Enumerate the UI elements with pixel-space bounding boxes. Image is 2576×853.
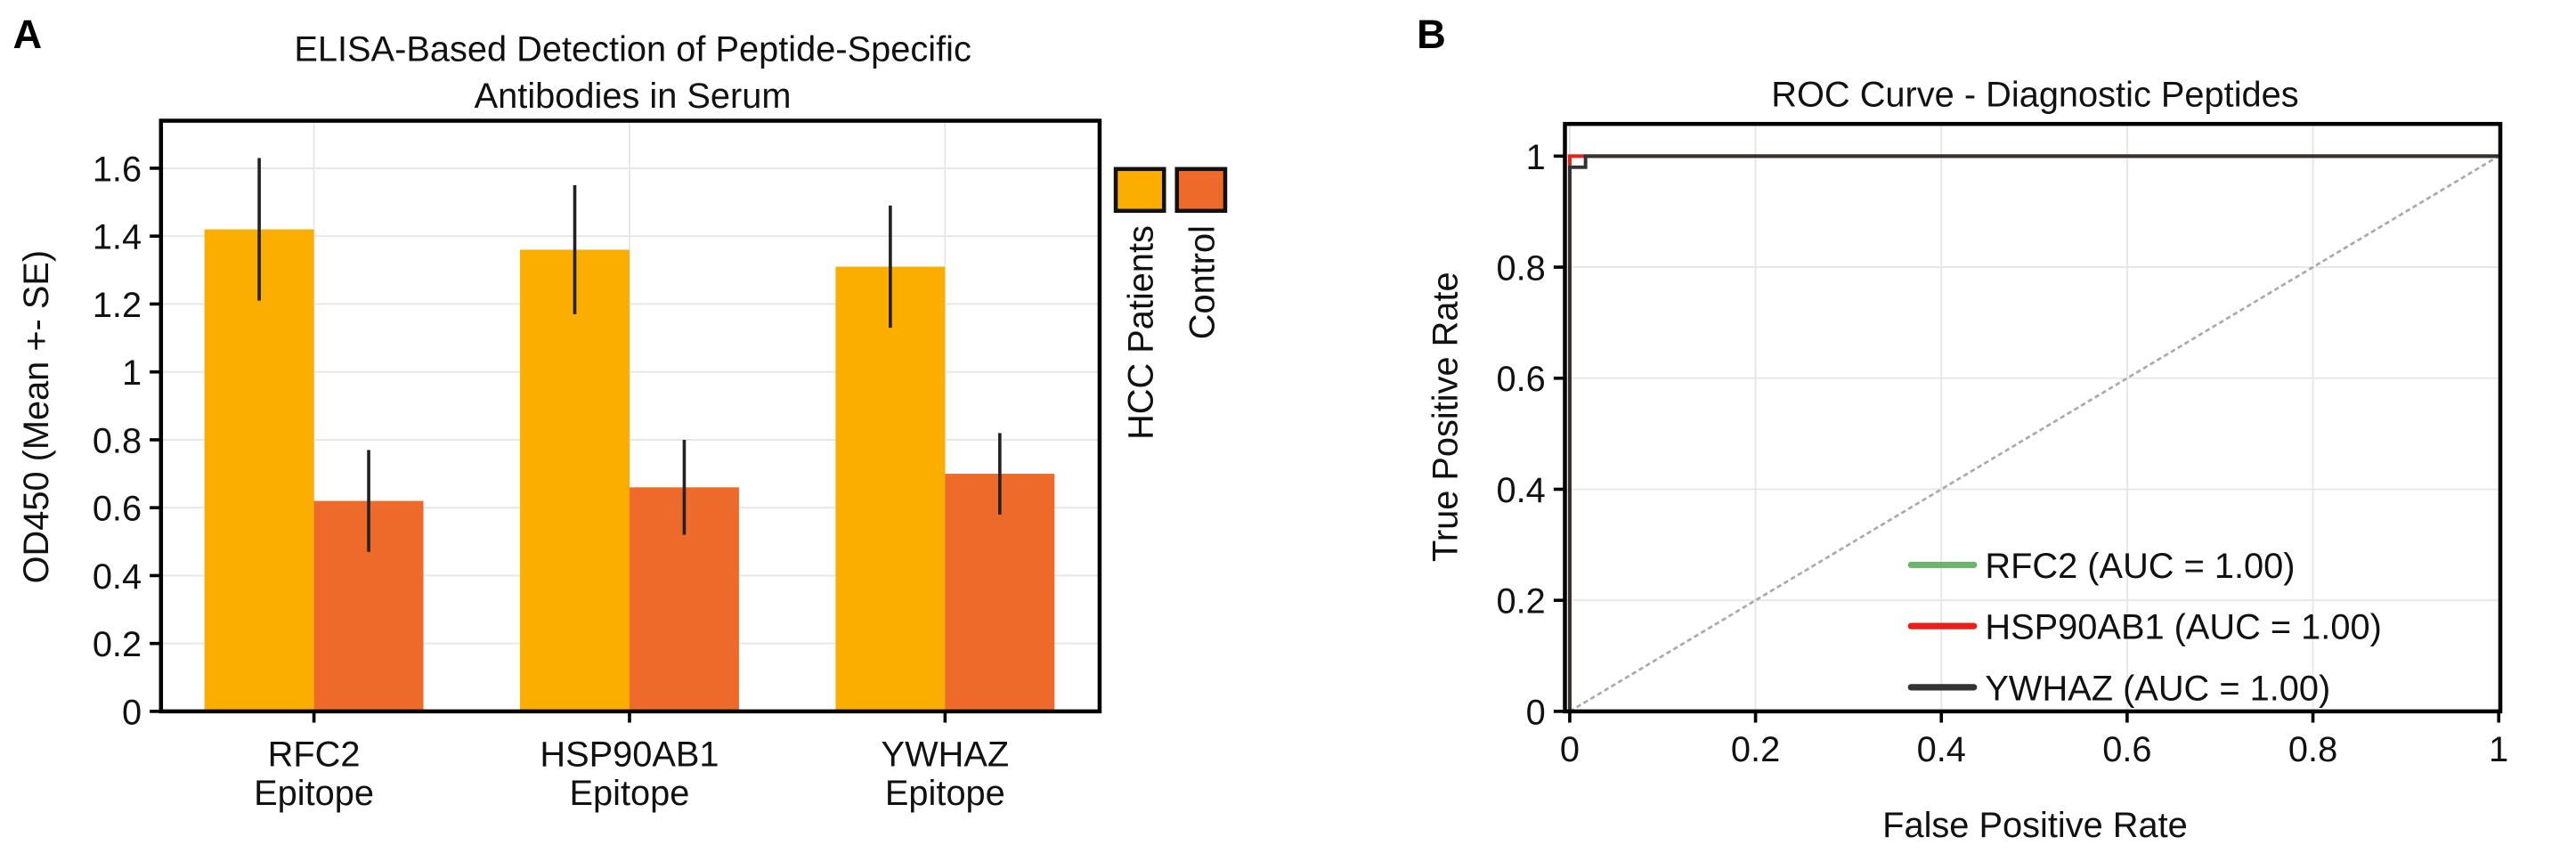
x-tick-label: 0.6 [2102, 730, 2151, 769]
panel-b-title: ROC Curve - Diagnostic Peptides [1771, 75, 2298, 114]
y-tick-label: 0 [122, 693, 142, 732]
y-tick-label: 0.4 [93, 557, 142, 597]
y-tick-label: 1.2 [93, 286, 142, 325]
y-tick-label: 1 [122, 353, 142, 393]
legend-swatch [1174, 167, 1228, 214]
panel-a-title-line-2: Antibodies in Serum [475, 77, 792, 116]
bar-hcc-patients [204, 229, 314, 711]
y-tick-label: 0.2 [93, 625, 142, 664]
x-tick-label: 0.8 [2288, 730, 2337, 769]
panel-b-roc-chart: B ROC Curve - Diagnostic Peptides False … [1417, 12, 2508, 845]
panel-b-x-axis-label: False Positive Rate [1882, 806, 2188, 845]
legend-label: RFC2 (AUC = 1.00) [1985, 547, 2295, 586]
legend-label: HCC Patients [1122, 225, 1161, 440]
roc-line-ywhaz [1567, 154, 2499, 711]
legend-label: HSP90AB1 (AUC = 1.00) [1985, 608, 2381, 647]
y-tick-label: 0.6 [93, 490, 142, 529]
x-tick-label: 1 [2489, 730, 2508, 769]
x-tick-label: 0.4 [1917, 730, 1966, 769]
x-tick-label: YWHAZ [882, 735, 1010, 774]
y-tick-label: 0 [1526, 693, 1546, 732]
x-tick-label: Epitope [885, 774, 1005, 813]
x-tick-label: Epitope [254, 774, 374, 813]
x-tick-label: 0 [1560, 730, 1580, 769]
legend-label: YWHAZ (AUC = 1.00) [1985, 669, 2330, 708]
bar-hcc-patients [520, 249, 630, 711]
x-tick-label: 0.2 [1731, 730, 1780, 769]
x-tick-label: RFC2 [268, 735, 361, 774]
panel-a-bar-chart: A ELISA-Based Detection of Peptide-Speci… [12, 12, 1228, 813]
panel-a-title-line-1: ELISA-Based Detection of Peptide-Specifi… [294, 30, 971, 69]
y-tick-label: 1.4 [93, 218, 142, 257]
panel-b-legend: RFC2 (AUC = 1.00) HSP90AB1 (AUC = 1.00) YW… [1907, 547, 2382, 708]
y-tick-label: 0.8 [1497, 249, 1546, 288]
panel-b-plot-frame [1563, 121, 2503, 714]
y-tick-label: 0.2 [1497, 582, 1546, 621]
panel-a-y-axis-label: OD450 (Mean +- SE) [17, 250, 56, 584]
y-tick-label: 0.4 [1497, 471, 1546, 510]
panel-b-y-axis-label: True Positive Rate [1426, 272, 1465, 562]
y-tick-label: 1.6 [93, 150, 142, 189]
y-tick-label: 0.6 [1497, 360, 1546, 399]
x-tick-label: HSP90AB1 [540, 735, 719, 774]
panel-b-label: B [1417, 12, 1446, 57]
chance-diagonal-line [1569, 155, 2499, 713]
legend-swatch [1113, 167, 1166, 214]
panel-a-legend: HCC Patients Control [1113, 167, 1228, 440]
legend-label: Control [1182, 225, 1222, 339]
y-tick-label: 0.8 [93, 421, 142, 460]
panel-a-plot-frame [158, 118, 1102, 714]
y-tick-label: 1 [1526, 138, 1546, 177]
x-tick-label: Epitope [570, 774, 690, 813]
panel-a-label: A [12, 12, 42, 57]
bar-hcc-patients [835, 266, 946, 711]
